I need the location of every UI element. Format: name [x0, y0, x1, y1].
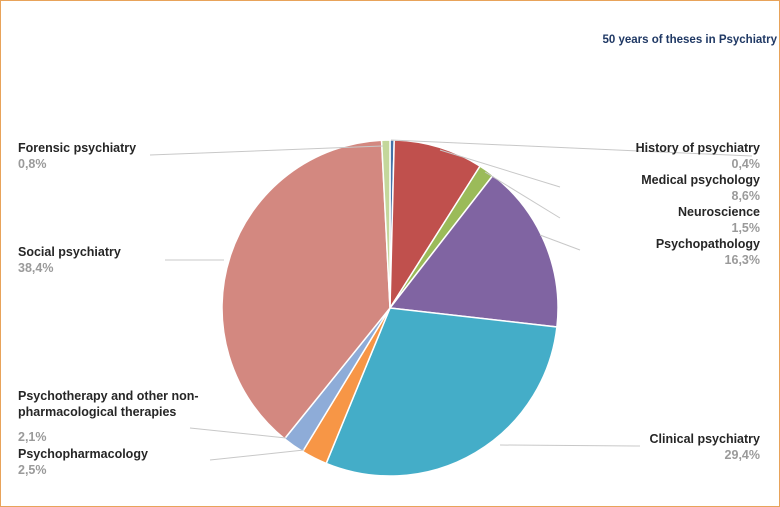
pie-slice-social-psychiatry	[221, 139, 391, 440]
slice-value-neuroscience: 1,5%	[732, 221, 761, 235]
slice-label-history-of-psychiatry: History of psychiatry	[636, 141, 760, 155]
leader-line-psychotherapy-and-other-non-pharmacological-therapies	[189, 427, 287, 439]
leader-line-psychopathology	[539, 234, 581, 251]
leader-line-forensic-psychiatry	[149, 145, 384, 156]
pie-slices	[221, 139, 559, 477]
pie-slice-forensic-psychiatry	[380, 139, 391, 309]
slice-value-medical-psychology: 8,6%	[732, 189, 761, 203]
slice-value-history-of-psychiatry: 0,4%	[732, 157, 761, 171]
leader-line-neuroscience	[484, 171, 561, 219]
leader-line-medical-psychology	[439, 149, 561, 188]
slice-value-psychopathology: 16,3%	[725, 253, 760, 267]
leader-line-clinical-psychiatry	[499, 444, 641, 447]
pie-slice-psychopathology	[388, 174, 559, 328]
slice-value-psychotherapy-and-other-non-pharmacological-therapies: 2,1%	[18, 430, 47, 444]
slice-label-forensic-psychiatry: Forensic psychiatry	[18, 141, 136, 155]
slice-label-psychopharmacology: Psychopharmacology	[18, 447, 148, 461]
slice-label-psychopathology: Psychopathology	[656, 237, 760, 251]
leader-lines	[149, 139, 753, 461]
slice-labels: History of psychiatry 0,4% Medical psychol…	[18, 141, 760, 477]
slice-label-clinical-psychiatry: Clinical psychiatry	[650, 432, 761, 446]
chart-title: 50 years of theses in Psychiatry	[602, 34, 777, 46]
slice-value-social-psychiatry: 38,4%	[18, 261, 53, 275]
slice-label-psychotherapy-and-other-non-pharmacological-therapies: Psychotherapy and other non-pharmacologi…	[18, 389, 199, 419]
leader-line-psychopharmacology	[209, 449, 305, 461]
leader-line-history-of-psychiatry	[390, 139, 753, 157]
slice-value-forensic-psychiatry: 0,8%	[18, 157, 47, 171]
pie-slice-clinical-psychiatry	[325, 307, 558, 477]
slice-value-clinical-psychiatry: 29,4%	[725, 448, 760, 462]
slice-label-neuroscience: Neuroscience	[678, 205, 760, 219]
slice-value-psychopharmacology: 2,5%	[18, 463, 47, 477]
slice-label-social-psychiatry: Social psychiatry	[18, 245, 121, 259]
slice-label-medical-psychology: Medical psychology	[641, 173, 760, 187]
